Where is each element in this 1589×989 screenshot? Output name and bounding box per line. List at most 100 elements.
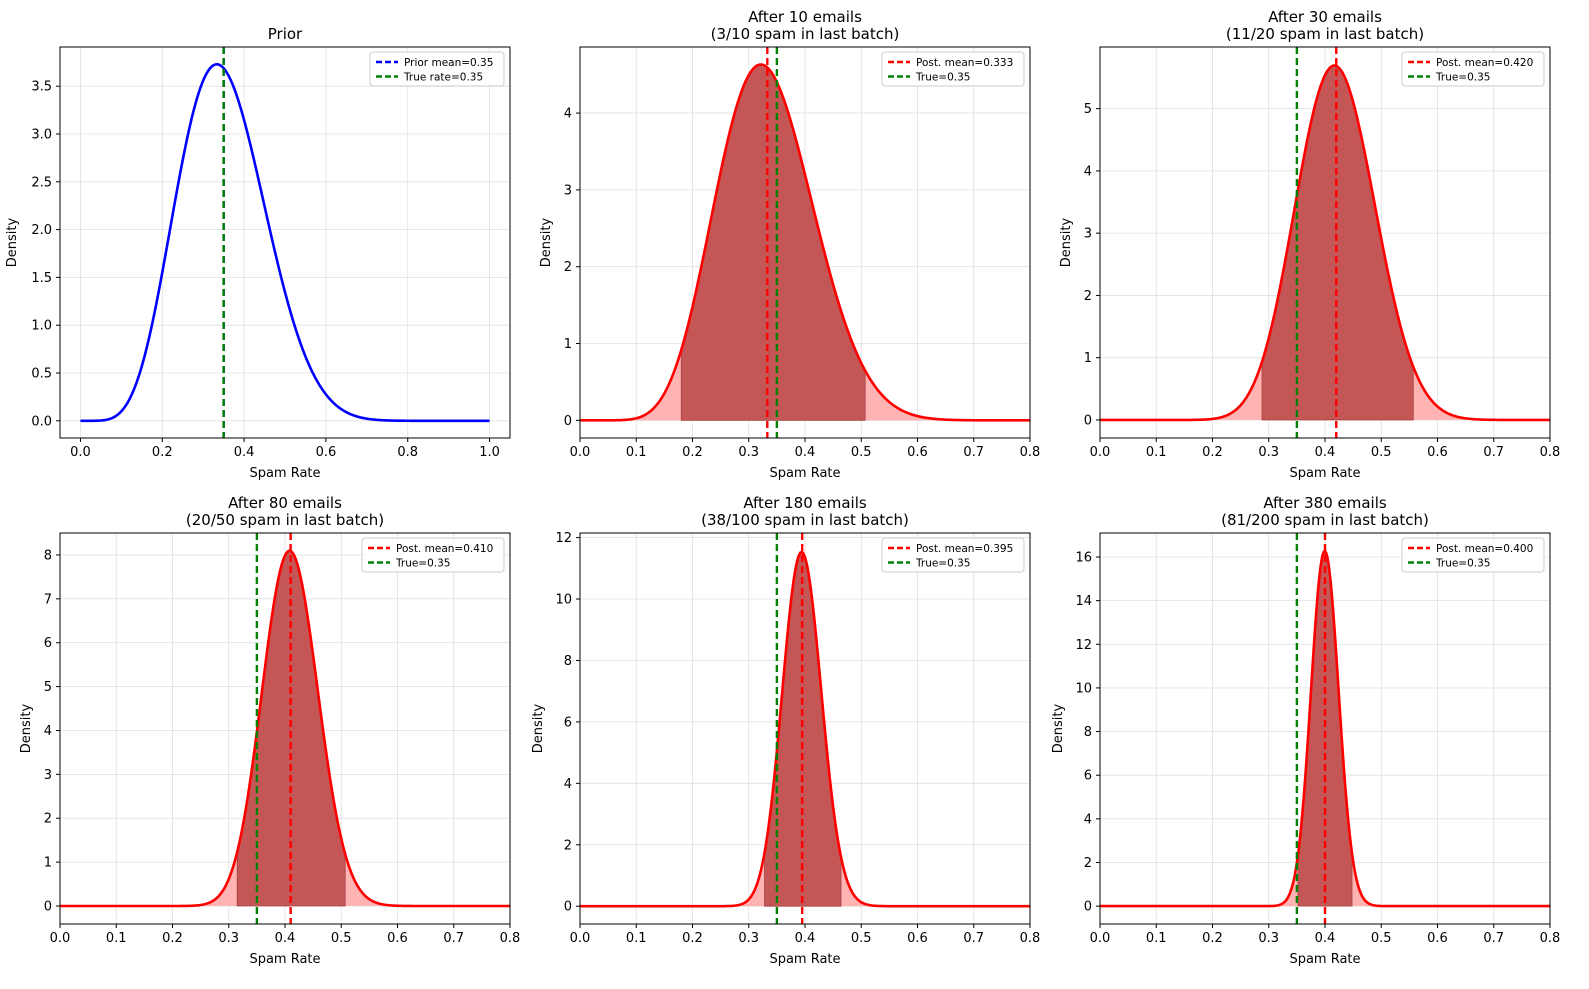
x-tick-label: 0.1 [1146,931,1167,946]
y-axis-label: Density [19,703,34,753]
x-tick-label: 0.7 [443,931,464,946]
y-tick-label: 10 [1075,681,1092,696]
y-tick-label: 4 [564,107,572,122]
subplot-4: 0.0 0.1 0.2 0.3 0.4 0.5 0.6 0.7 0.8 0 1 2 3 4 5 6 7 8 Spam… [19,494,520,967]
legend-box [369,51,505,87]
posterior-curve [60,549,510,908]
y-tick-label: 14 [1075,594,1092,609]
y-tick-label: 0 [44,900,52,915]
subplot-title: After 380 emails [1263,494,1387,512]
x-tick-label: 0.5 [851,445,872,460]
x-tick-label: 0.7 [1483,931,1504,946]
x-tick-label: 0.5 [1371,445,1392,460]
y-tick-label: 3.0 [31,127,52,142]
x-tick-label: 0.0 [1090,445,1111,460]
x-tick-label: 0.3 [738,931,759,946]
x-tick-label: 0.4 [275,931,296,946]
y-axis-label: Density [5,217,20,267]
subplot-title: Prior [268,25,303,43]
legend-label: True rate=0.35 [403,72,483,84]
plot-area [60,533,510,924]
x-tick-label: 0.2 [1202,445,1223,460]
x-tick-label: 0.6 [1427,931,1448,946]
legend-label: True=0.35 [1435,72,1490,84]
legend-label: True=0.35 [915,72,970,84]
y-tick-label: 0 [564,414,572,429]
legend-box [361,537,505,573]
y-tick-label: 2.0 [31,223,52,238]
y-tick-label: 0 [1084,900,1092,915]
y-tick-label: 3 [564,183,572,198]
y-tick-label: 16 [1075,551,1092,566]
subplot-subtitle: (11/20 spam in last batch) [1226,25,1424,43]
y-tick-label: 8 [1084,725,1092,740]
x-tick-label: 0.8 [1020,445,1041,460]
x-axis-label: Spam Rate [769,952,840,967]
y-tick-label: 7 [44,592,52,607]
y-tick-label: 3 [44,768,52,783]
legend-box [1401,537,1545,573]
x-tick-label: 0.7 [963,931,984,946]
y-tick-label: 2.5 [31,175,52,190]
posterior-curve [580,63,1030,422]
y-tick-label: 2 [1084,856,1092,871]
subplot-5: 0.0 0.1 0.2 0.3 0.4 0.5 0.6 0.7 0.8 0 2 4 6 8 10 12 Spam… [531,494,1040,967]
y-tick-label: 4 [1084,164,1092,179]
x-tick-label: 0.5 [1371,931,1392,946]
y-tick-label: 1 [564,337,572,352]
legend: Post. mean=0.420 True=0.35 [1401,51,1545,87]
x-axis-label: Spam Rate [249,952,320,967]
x-tick-label: 0.8 [397,445,418,460]
subplot-subtitle: (81/200 spam in last batch) [1221,511,1429,529]
subplot-subtitle: (20/50 spam in last batch) [186,511,384,529]
x-tick-label: 0.6 [1427,445,1448,460]
y-tick-label: 6 [1084,769,1092,784]
x-tick-label: 0.6 [387,931,408,946]
x-tick-label: 0.4 [795,445,816,460]
x-axis-label: Spam Rate [1289,466,1360,481]
legend-label: Post. mean=0.410 [396,543,493,555]
y-tick-label: 1.5 [31,271,52,286]
x-tick-label: 0.2 [682,931,703,946]
x-tick-label: 0.1 [1146,445,1167,460]
x-tick-label: 0.3 [218,931,239,946]
x-tick-label: 0.8 [1540,445,1561,460]
x-tick-label: 0.2 [1202,931,1223,946]
x-tick-label: 0.8 [1540,931,1561,946]
y-tick-label: 2 [564,838,572,853]
x-tick-label: 0.2 [152,445,173,460]
x-tick-label: 0.7 [963,445,984,460]
legend: Post. mean=0.400 True=0.35 [1401,537,1545,573]
posterior-curve [580,550,1030,908]
y-axis-label: Density [1059,217,1074,267]
y-tick-label: 3 [1084,227,1092,242]
y-tick-label: 5 [1084,102,1092,117]
x-tick-label: 0.4 [1315,445,1336,460]
y-tick-label: 2 [44,812,52,827]
plot-area [1100,47,1550,438]
subplot-subtitle: (3/10 spam in last batch) [711,25,900,43]
legend: Prior mean=0.35 True rate=0.35 [369,51,505,87]
plot-area [580,47,1030,438]
x-tick-label: 0.4 [1315,931,1336,946]
posterior-curve [1100,64,1550,422]
y-axis-label: Density [1051,703,1066,753]
legend-label: Prior mean=0.35 [404,57,493,69]
x-axis-label: Spam Rate [1289,952,1360,967]
y-axis-label: Density [531,703,546,753]
x-tick-label: 0.5 [331,931,352,946]
y-tick-label: 1 [44,856,52,871]
legend-box [881,537,1025,573]
x-tick-label: 0.2 [682,445,703,460]
plot-area [80,47,490,438]
grid [60,47,510,438]
y-tick-label: 4 [564,777,572,792]
x-tick-label: 0.0 [570,445,591,460]
y-tick-label: 3.5 [31,80,52,95]
x-tick-label: 0.0 [70,445,91,460]
subplot-6: 0.0 0.1 0.2 0.3 0.4 0.5 0.6 0.7 0.8 0 2 4 6 8 10 12 14 16… [1051,494,1560,967]
subplot-title: After 10 emails [748,8,862,26]
x-tick-label: 0.3 [1258,445,1279,460]
y-tick-label: 1.0 [31,319,52,334]
